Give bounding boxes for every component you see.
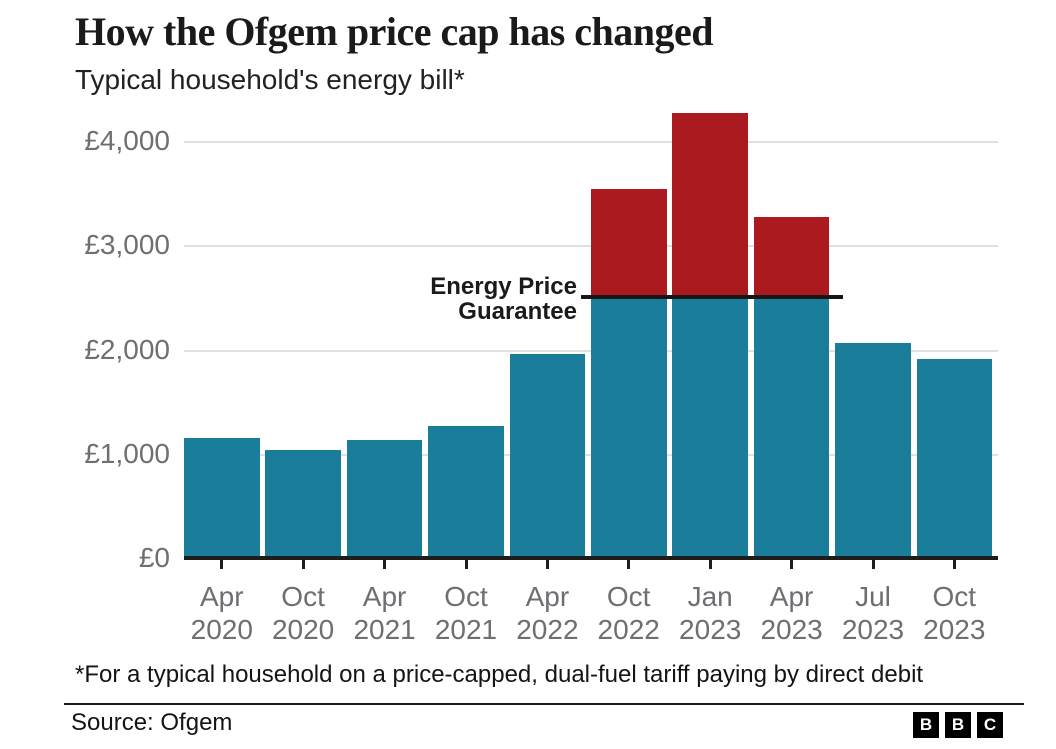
- bar-over-cap-jan-2023: [672, 112, 748, 299]
- bar-over-cap-oct-2022: [591, 189, 667, 299]
- bbc-logo-block-b2: B: [945, 712, 971, 738]
- x-axis-label: Jan 2023: [679, 581, 742, 645]
- x-axis-tick: [545, 560, 549, 569]
- x-axis-label: Oct 2020: [271, 581, 335, 645]
- bar-apr-2020: [184, 437, 260, 559]
- x-axis-tick: [790, 560, 794, 569]
- y-axis-tick-label: £1,000: [84, 437, 170, 469]
- x-axis-label: Jul 2023: [841, 581, 905, 645]
- bar-jan-2023: [672, 298, 748, 559]
- bar-oct-2021: [428, 425, 504, 559]
- bar-over-cap-apr-2023: [753, 217, 830, 299]
- x-axis-tick: [464, 560, 468, 569]
- x-axis-tick: [952, 560, 956, 569]
- bbc-logo-block-c: C: [977, 712, 1003, 738]
- bar-apr-2021: [346, 440, 423, 559]
- bar-apr-2023: [753, 298, 830, 559]
- y-axis-tick-label: £0: [138, 542, 170, 573]
- bbc-logo-block-b1: B: [913, 712, 939, 738]
- y-axis-tick-label: £3,000: [84, 229, 170, 261]
- chart-title: How the Ofgem price cap has changed: [75, 9, 714, 54]
- x-axis-tick: [383, 560, 387, 569]
- source-label: Source: Ofgem: [71, 709, 233, 736]
- x-axis-label: Oct 2023: [923, 581, 986, 645]
- bbc-logo: B B C: [913, 712, 1003, 738]
- energy-price-guarantee-label-line1: Energy Price: [430, 273, 577, 301]
- bar-oct-2022: [591, 298, 667, 559]
- energy-price-guarantee-label-line2: Guarantee: [458, 298, 577, 326]
- energy-price-guarantee-line: [581, 295, 844, 300]
- y-axis-tick-label: £2,000: [84, 333, 170, 365]
- chart-subtitle: Typical household's energy bill*: [75, 64, 465, 95]
- x-axis-tick: [301, 560, 305, 569]
- bar-apr-2022: [509, 353, 586, 559]
- x-axis-label: Apr 2020: [190, 581, 253, 645]
- bar-oct-2023: [916, 358, 993, 559]
- bar-jul-2023: [835, 342, 911, 559]
- gridline: [184, 141, 998, 143]
- x-axis-tick: [871, 560, 875, 569]
- x-axis-tick: [627, 560, 631, 569]
- y-axis-tick-label: £4,000: [84, 125, 170, 156]
- x-axis-label: Apr 2021: [353, 581, 416, 645]
- footer-divider: [64, 703, 1024, 705]
- bar-oct-2020: [265, 450, 341, 559]
- energy-price-guarantee-label: Energy Price Guarantee: [357, 274, 577, 324]
- x-axis-tick: [708, 560, 712, 569]
- x-axis-label: Apr 2023: [760, 581, 823, 645]
- x-axis-line: [184, 556, 998, 560]
- x-axis-label: Apr 2022: [516, 581, 579, 645]
- x-axis-tick: [220, 560, 224, 569]
- x-axis-label: Oct 2022: [597, 581, 660, 645]
- chart-footnote: *For a typical household on a price-capp…: [75, 661, 924, 688]
- x-axis-label: Oct 2021: [434, 581, 498, 645]
